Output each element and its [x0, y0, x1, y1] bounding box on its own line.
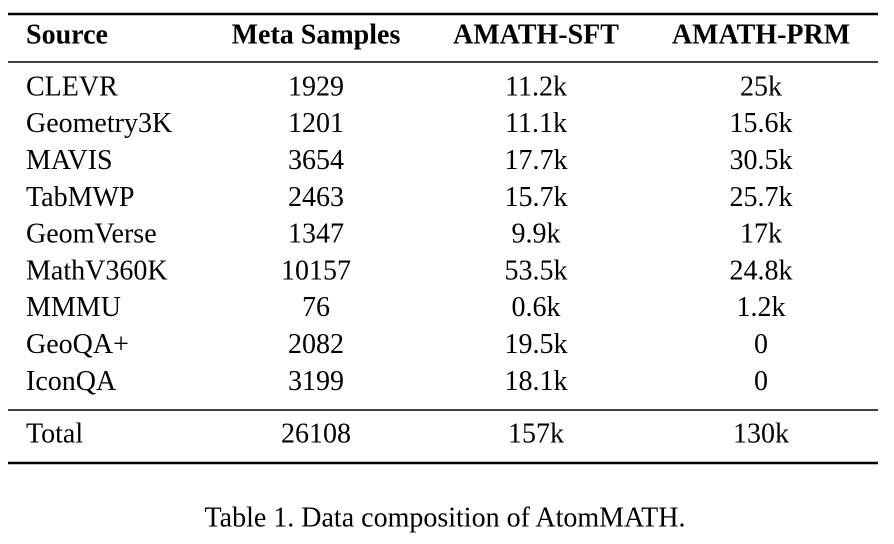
table-cell: GeoQA+	[26, 329, 129, 360]
table-cell: 15.6k	[730, 108, 793, 139]
table-cell: 3654	[288, 145, 344, 176]
table-cell: GeomVerse	[26, 219, 157, 250]
table-cell: TabMWP	[26, 182, 134, 213]
header-cell: AMATH-PRM	[672, 19, 850, 50]
total-cell: 157k	[508, 418, 564, 449]
total-cell: 26108	[281, 418, 351, 449]
caption: Table 1. Data composition of AtomMATH.	[205, 502, 686, 533]
table-cell: 76	[302, 292, 330, 323]
header-cell: AMATH-SFT	[453, 19, 619, 50]
table-cell: 1347	[288, 219, 344, 250]
table-cell: 15.7k	[505, 182, 568, 213]
table-cell: 10157	[281, 255, 351, 286]
table-cell: 2082	[288, 329, 344, 360]
table-cell: 1929	[288, 71, 344, 102]
table-cell: 17.7k	[505, 145, 568, 176]
table-cell: 19.5k	[505, 329, 568, 360]
table-cell: 18.1k	[505, 366, 568, 397]
table-cell: 0	[754, 329, 768, 360]
table-cell: CLEVR	[26, 71, 118, 102]
table-cell: 11.1k	[505, 108, 567, 139]
table-cell: 17k	[740, 219, 782, 250]
table-cell: 0	[754, 366, 768, 397]
table-cell: 1.2k	[737, 292, 786, 323]
table-cell: 3199	[288, 366, 344, 397]
table-cell: 11.2k	[505, 71, 567, 102]
table-cell: 25k	[740, 71, 782, 102]
table-cell: 1201	[288, 108, 344, 139]
table-cell: 24.8k	[730, 255, 793, 286]
table-cell: 2463	[288, 182, 344, 213]
total-cell: 130k	[733, 418, 789, 449]
table-cell: Geometry3K	[26, 108, 172, 139]
table-cell: 25.7k	[730, 182, 793, 213]
total-cell: Total	[26, 418, 83, 449]
table-cell: MMMU	[26, 292, 121, 323]
table-cell: 0.6k	[512, 292, 561, 323]
table-cell: MathV360K	[26, 255, 168, 286]
header-cell: Source	[26, 19, 108, 50]
table-cell: IconQA	[26, 366, 117, 397]
table-cell: 53.5k	[505, 255, 568, 286]
header-cell: Meta Samples	[232, 19, 401, 50]
table-cell: MAVIS	[26, 145, 113, 176]
table-cell: 30.5k	[730, 145, 793, 176]
table-cell: 9.9k	[512, 219, 561, 250]
